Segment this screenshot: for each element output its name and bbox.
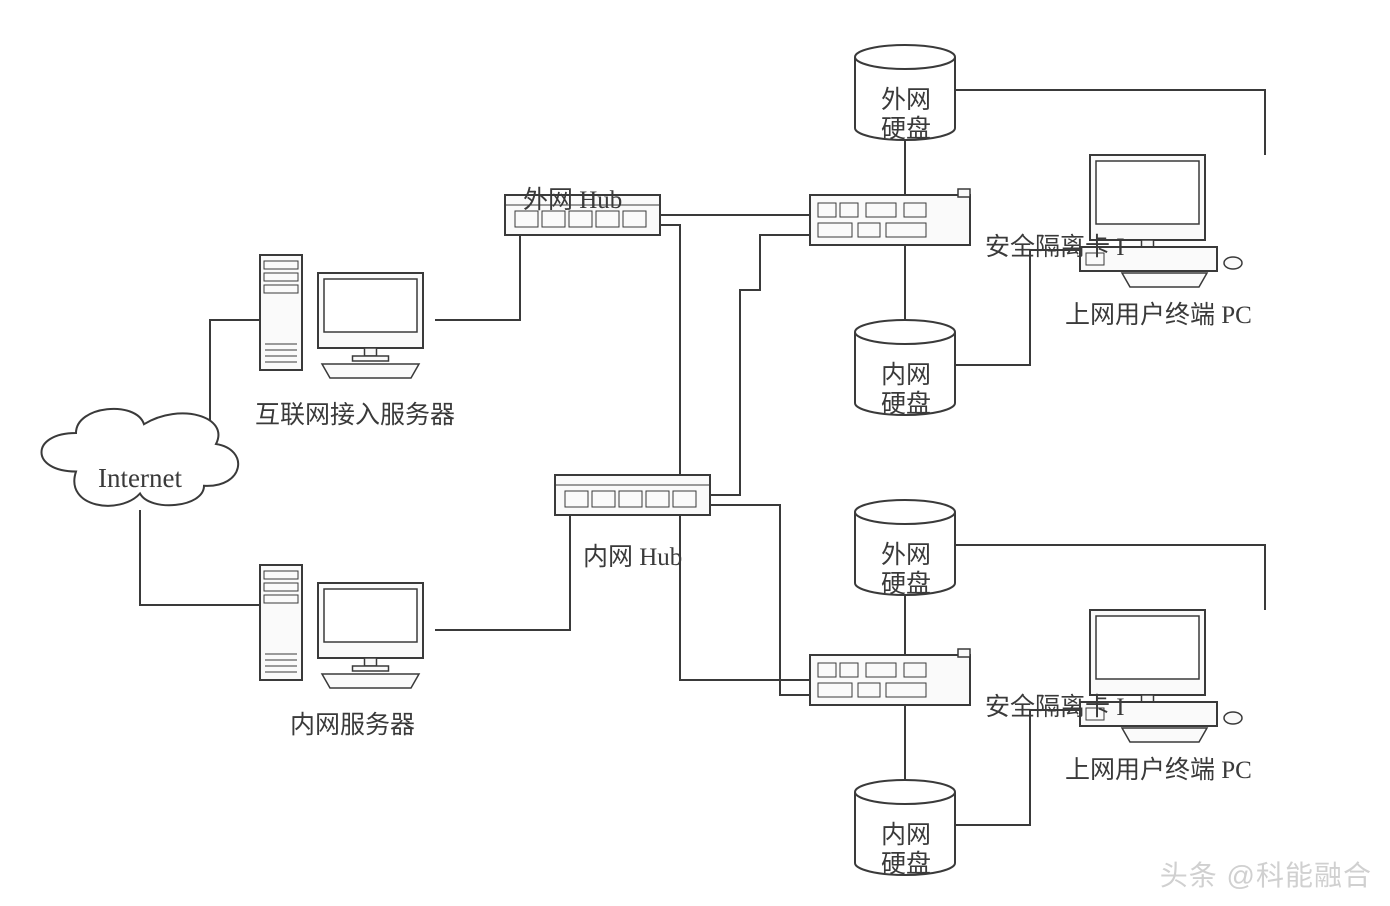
edge-14 [955, 545, 1265, 610]
label-card1: 安全隔离卡 I [985, 227, 1125, 263]
label-disk_int1-1: 硬盘 [881, 384, 931, 420]
label-hub_int: 内网 Hub [583, 537, 682, 573]
watermark: 头条 @科能融合 [1160, 854, 1372, 894]
label-disk_ext1-1: 硬盘 [881, 109, 931, 145]
edge-5 [660, 225, 810, 680]
edge-15 [955, 710, 1080, 825]
edge-7 [710, 505, 810, 695]
label-internet: Internet [98, 463, 182, 494]
edge-12 [955, 90, 1265, 155]
label-disk_int2-1: 硬盘 [881, 844, 931, 880]
edge-6 [710, 235, 810, 495]
label-srv_ext: 互联网接入服务器 [255, 395, 455, 431]
diagram-canvas: Internet互联网接入服务器内网服务器外网 Hub内网 Hub外网硬盘内网硬… [0, 0, 1390, 906]
label-hub_ext: 外网 Hub [523, 180, 622, 216]
edge-3 [435, 515, 570, 630]
edge-13 [955, 250, 1080, 365]
label-pc2: 上网用户终端 PC [1065, 750, 1252, 786]
label-disk_ext2-1: 硬盘 [881, 564, 931, 600]
label-card2: 安全隔离卡 I [985, 687, 1125, 723]
label-pc1: 上网用户终端 PC [1065, 295, 1252, 331]
label-srv_int: 内网服务器 [290, 705, 415, 741]
edge-2 [435, 235, 520, 320]
